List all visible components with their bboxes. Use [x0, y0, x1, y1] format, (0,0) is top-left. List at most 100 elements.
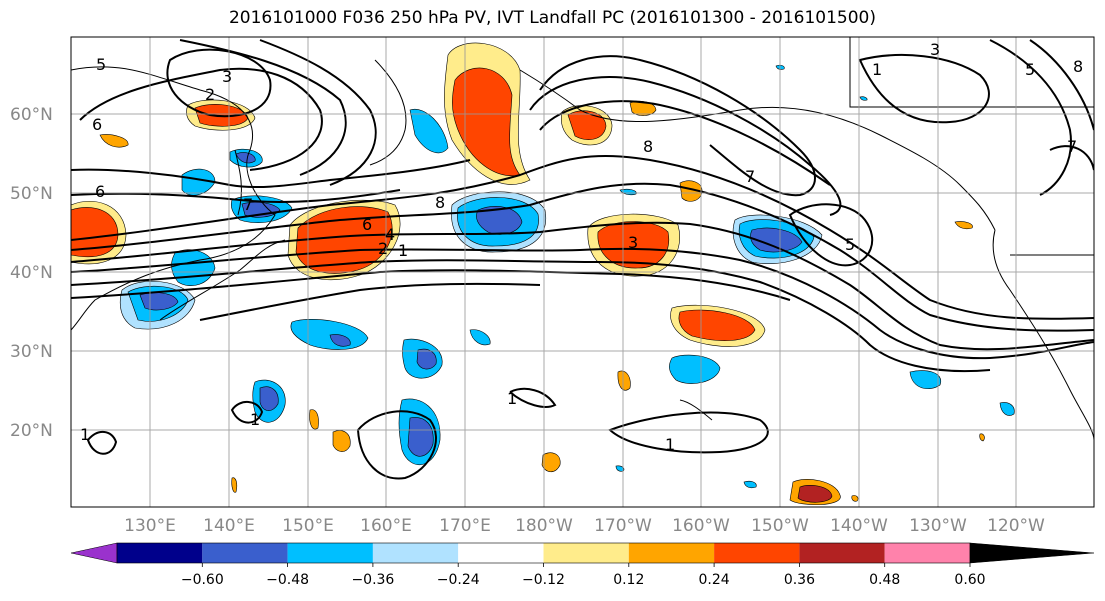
neg-anomaly-blob [416, 348, 437, 370]
contour-label: 7 [745, 167, 755, 186]
contour-label: 8 [1073, 57, 1083, 76]
colorbar-extend-right [969, 542, 1095, 564]
ivt-contour-line [86, 431, 118, 455]
contour-label: 5 [845, 235, 855, 254]
latitude-label: 30°N [10, 342, 53, 362]
longitude-label: 130°W [909, 516, 967, 536]
longitude-label: 170°W [594, 516, 652, 536]
longitude-label: 120°W [987, 516, 1045, 536]
latitude-labels: 60°N 50°N 40°N 30°N 20°N [10, 105, 53, 441]
ivt-contour-line [788, 203, 874, 267]
colorbar-tick-label: −0.12 [522, 572, 565, 588]
contour-label: 2 [205, 85, 215, 104]
map-title: 2016101000 F036 250 hPa PV, IVT Landfall… [228, 8, 876, 28]
ivt-contour-line [529, 76, 842, 216]
neg-anomaly-blob [407, 417, 434, 457]
ivt-contour-line [71, 182, 1094, 332]
ivt-contour-line [539, 55, 816, 197]
colorbar-swatch [714, 543, 800, 563]
contour-label: 5 [1025, 60, 1035, 79]
contour-label: 3 [930, 40, 940, 59]
pos-anomaly-blob [617, 370, 631, 391]
contour-label: 5 [96, 55, 106, 74]
contour-label: 3 [222, 67, 232, 86]
pos-anomaly-blob [797, 485, 833, 503]
neg-anomaly-blob [859, 96, 868, 101]
ivt-contour-line [858, 54, 990, 124]
ivt-contour-line [71, 221, 1094, 351]
coastline-hawaii [679, 399, 713, 421]
neg-anomaly-blob [469, 329, 491, 346]
ivt-contour-line [608, 411, 769, 454]
longitude-label: 170°E [439, 516, 491, 536]
colorbar-tick-label: −0.48 [266, 572, 309, 588]
colorbar-tick-label: 0.36 [784, 572, 815, 588]
ivt-contour-line [71, 247, 1094, 360]
ivt-contour-line [71, 189, 401, 203]
neg-anomaly-blob [999, 402, 1015, 416]
latitude-label: 20°N [10, 421, 53, 441]
contour-label: 1 [665, 435, 675, 454]
contour-label: 1 [507, 389, 517, 408]
longitude-label: 140°E [203, 516, 255, 536]
pv-anomaly-fills [71, 42, 1015, 506]
colorbar-tick-label: 0.12 [613, 572, 644, 588]
longitude-label: 180°W [515, 516, 573, 536]
neg-anomaly-blob [669, 354, 721, 384]
colorbar-swatch [372, 543, 459, 563]
pos-anomaly-blob [332, 430, 351, 452]
pos-anomaly-blob [851, 495, 859, 502]
colorbar-tick-label: −0.60 [181, 572, 224, 588]
coastline-alaska [519, 69, 996, 231]
ivt-contour-line [230, 401, 264, 424]
contour-label: 1 [872, 60, 882, 79]
pos-anomaly-blob [954, 221, 973, 230]
ivt-contour-line [259, 39, 377, 186]
ivt-contour-line [179, 39, 347, 176]
colorbar-swatch [799, 543, 885, 563]
ivt-contour-line [989, 39, 1072, 196]
graticule [71, 37, 1094, 507]
colorbar-swatch [117, 543, 203, 563]
ivt-contour-line [539, 100, 831, 186]
pos-anomaly-blob [979, 433, 985, 442]
coastline-north-america [992, 229, 1094, 441]
coastline-japan [159, 239, 286, 321]
ivt-contour-line [71, 159, 471, 189]
colorbar-tick-label: 0.24 [699, 572, 730, 588]
ivt-contour-line [509, 387, 557, 408]
pos-anomaly-blob [99, 134, 129, 148]
contour-label: 3 [628, 233, 638, 252]
colorbar-tick-label: −0.36 [351, 572, 394, 588]
contour-label: 6 [362, 215, 372, 234]
colorbar-swatch [458, 543, 544, 563]
contour-label: 1 [250, 410, 260, 429]
colorbar-tick-label: −0.24 [437, 572, 480, 588]
contour-label: 1 [398, 241, 408, 260]
colorbar-swatch [628, 543, 715, 563]
colorbar-tick-label: 0.48 [869, 572, 900, 588]
colorbar-swatch [287, 543, 373, 563]
pos-anomaly-blob [678, 309, 756, 341]
ivt-contour-line [1029, 39, 1094, 131]
map-frame [70, 36, 1095, 508]
colorbar-swatch [202, 543, 288, 563]
neg-anomaly-blob [750, 227, 803, 253]
colorbar-tick-label: 0.60 [954, 572, 985, 588]
neg-anomaly-blob [235, 152, 256, 164]
coastline-sakhalin [234, 149, 242, 216]
pos-anomaly-blob [295, 206, 393, 274]
pos-anomaly-blob [309, 409, 319, 430]
ivt-contour-line [1049, 145, 1094, 171]
latitude-label: 40°N [10, 263, 53, 283]
colorbar-extend-left [70, 542, 118, 564]
contour-label: 8 [435, 193, 445, 212]
longitude-label: 160°W [672, 516, 730, 536]
contour-label: 6 [95, 182, 105, 201]
contour-label: 7 [243, 195, 253, 214]
neg-anomaly-blob [409, 108, 449, 154]
colorbar: −0.60 −0.48 −0.36 −0.24 −0.12 0.12 0.24 … [70, 542, 1095, 588]
pos-anomaly-blob [541, 452, 561, 473]
contour-label: 4 [385, 225, 395, 244]
